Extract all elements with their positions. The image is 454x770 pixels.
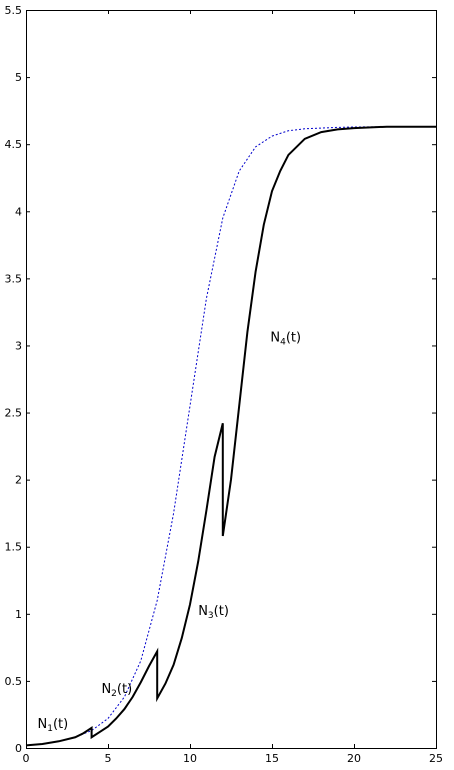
dotted-series-line (25, 126, 436, 746)
y-tick-label: 1 (15, 608, 22, 621)
series-layer (25, 125, 436, 747)
y-tick-label: 3 (15, 339, 22, 352)
x-tick-label: 10 (183, 752, 197, 765)
x-tick-label: 20 (347, 752, 361, 765)
series-annotation: N1(t) (37, 717, 68, 734)
plot-frame (26, 10, 437, 749)
annotation-layer: N1(t) N2(t) N3(t) N4(t) (37, 330, 301, 733)
x-tick-label: 5 (105, 752, 112, 765)
solid-series-line (25, 125, 436, 747)
y-tick-label: 0 (15, 742, 22, 755)
y-tick-label: 4 (15, 205, 22, 218)
x-tick-label: 15 (265, 752, 279, 765)
series-annotation: N2(t) (101, 682, 132, 699)
y-tick-label: 2 (15, 474, 22, 487)
series-annotation: N4(t) (270, 330, 301, 347)
y-tick-label: 1.5 (5, 541, 23, 554)
ticks-layer: 0 5 10 15 20 25 0 0.5 1 1.5 2 2.5 3 3.5 4 4.5 5 5.5 (5, 4, 444, 765)
x-tick-label: 0 (23, 752, 30, 765)
series-annotation: N3(t) (198, 604, 229, 621)
y-tick-label: 5 (15, 71, 22, 84)
y-tick-label: 3.5 (5, 272, 23, 285)
y-tick-label: 0.5 (5, 675, 23, 688)
y-tick-label: 5.5 (5, 4, 23, 17)
x-tick-label: 25 (429, 752, 443, 765)
y-tick-label: 4.5 (5, 138, 23, 151)
y-tick-label: 2.5 (5, 407, 23, 420)
